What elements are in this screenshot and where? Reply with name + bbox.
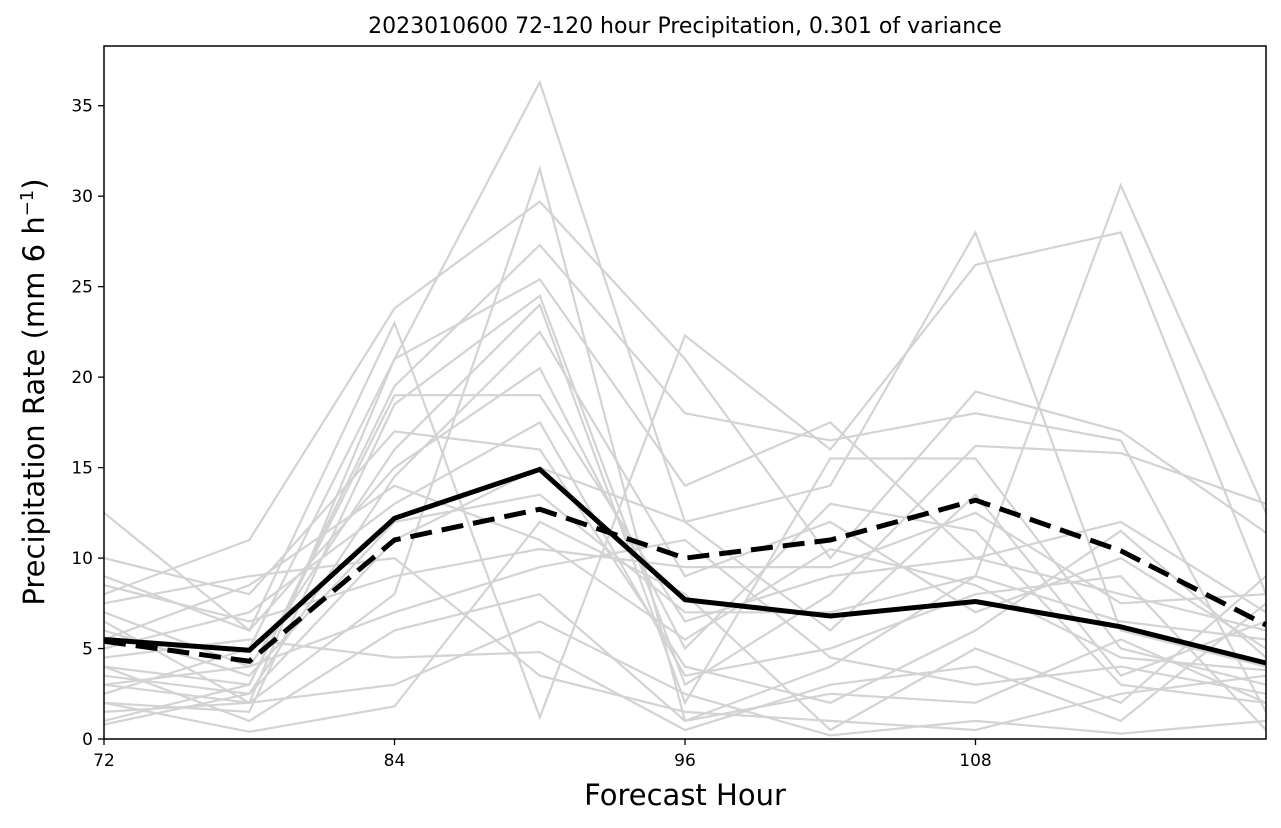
x-tick-label: 108: [959, 751, 991, 771]
ensemble-member-line: [103, 602, 1267, 732]
y-tick-label: 5: [82, 640, 93, 660]
ensemble-member-line: [103, 420, 1267, 731]
y-tick-label: 30: [71, 187, 93, 207]
highlight-series-solid: [103, 466, 1267, 666]
y-tick-label: 35: [71, 97, 93, 117]
ensemble-member-line: [103, 538, 1267, 695]
ensemble-member-line: [103, 200, 1267, 596]
chart-title: 2023010600 72-120 hour Precipitation, 0.…: [368, 14, 1002, 39]
y-axis-label-main: Precipitation Rate (mm 6 h: [17, 216, 51, 605]
y-tick-label: 0: [82, 730, 93, 750]
ensemble-member-line: [103, 231, 1268, 721]
y-tick-label: 10: [71, 549, 93, 569]
ensemble-member-line: [103, 430, 1267, 704]
x-tick-label: 72: [93, 751, 115, 771]
ensemble-member-line: [103, 556, 1267, 732]
highlight-series-dashed: [103, 497, 1268, 664]
x-tick-label: 84: [384, 751, 406, 771]
ensemble-member-line: [103, 592, 1267, 723]
series-layer: [103, 79, 1268, 737]
ensemble-member-line: [103, 520, 1267, 733]
ensemble-member-line: [103, 466, 1267, 726]
ensemble-member-line: [103, 620, 1267, 737]
x-axis-ticks: 72 84 96 108: [93, 739, 992, 771]
ensemble-member-line: [103, 484, 1267, 672]
y-tick-label: 15: [71, 459, 93, 479]
ensemble-member-line: [103, 243, 1267, 713]
y-axis-label-close: ): [17, 178, 51, 189]
y-tick-label: 20: [71, 368, 93, 388]
y-axis-label: Precipitation Rate (mm 6 h−1): [17, 178, 51, 605]
ensemble-member-line: [103, 302, 1267, 706]
x-axis-label: Forecast Hour: [584, 778, 786, 812]
ensemble-member-line: [103, 493, 1267, 677]
y-axis-ticks: 0 5 10 15 20 25 30 35: [71, 97, 104, 750]
x-tick-label: 96: [674, 751, 696, 771]
y-axis-label-exponent: −1: [17, 190, 38, 217]
y-tick-label: 25: [71, 278, 93, 298]
